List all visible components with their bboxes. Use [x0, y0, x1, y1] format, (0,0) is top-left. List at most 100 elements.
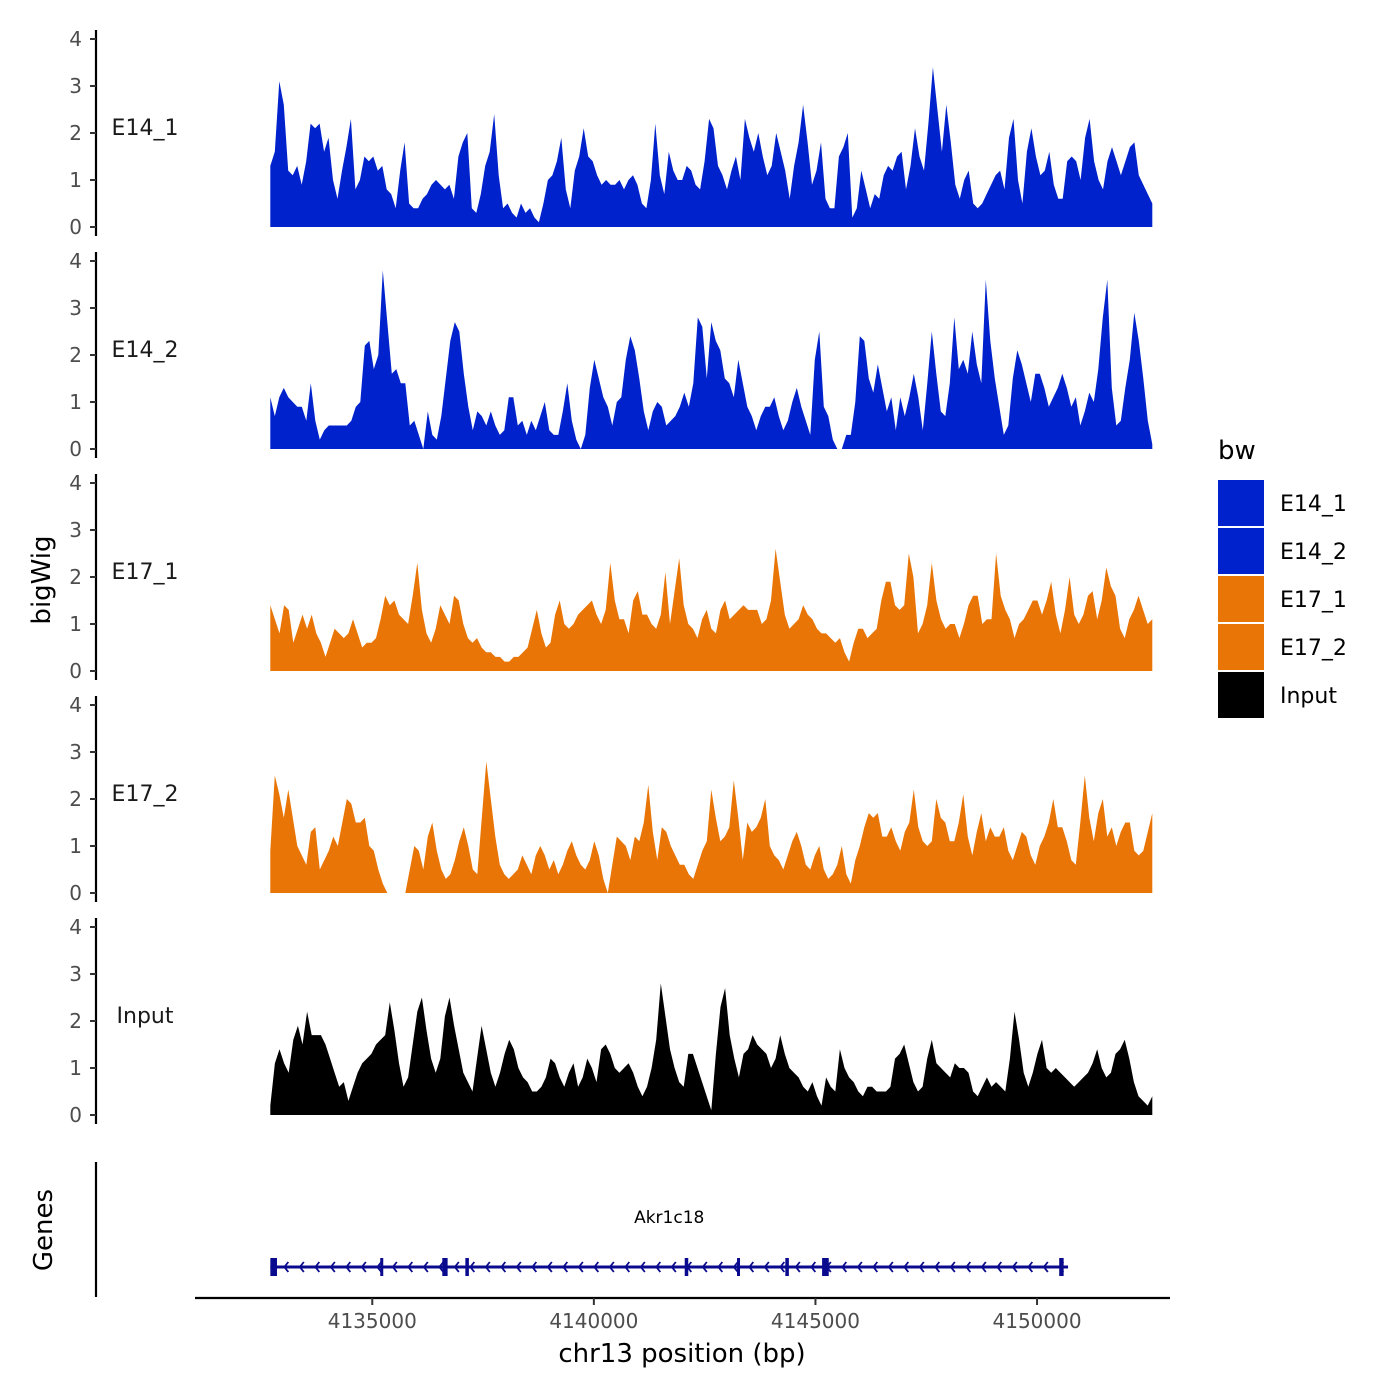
strand-arrow — [515, 1261, 522, 1273]
track-label: E17_1 — [112, 560, 179, 585]
strand-arrow — [903, 1261, 910, 1273]
x-tick-label: 4140000 — [549, 1309, 638, 1333]
strand-arrow — [593, 1261, 600, 1273]
strand-arrow — [639, 1261, 646, 1273]
y-tick-label: 2 — [69, 343, 82, 367]
strand-arrow — [887, 1261, 894, 1273]
strand-arrow — [732, 1261, 739, 1273]
y-tick-label: 3 — [69, 740, 82, 764]
exon — [465, 1258, 469, 1276]
coverage-area-e17-1 — [270, 548, 1153, 671]
strand-arrow — [298, 1261, 305, 1273]
y-tick-label: 1 — [69, 390, 82, 414]
track-e14-1: 0 1 2 3 4 E14_1 — [69, 27, 1153, 239]
legend-title: bw — [1218, 436, 1256, 466]
y-tick-label: 2 — [69, 787, 82, 811]
strand-arrow — [345, 1261, 352, 1273]
strand-arrow — [918, 1261, 925, 1273]
strand-arrow — [779, 1261, 786, 1273]
y-tick-label: 4 — [69, 27, 82, 51]
exon — [1059, 1258, 1064, 1276]
legend-swatch-input — [1218, 672, 1264, 718]
strand-arrow — [1042, 1261, 1049, 1273]
strand-arrow — [748, 1261, 755, 1273]
legend-label-e17-1: E17_1 — [1280, 588, 1347, 613]
strand-arrow — [965, 1261, 972, 1273]
strand-arrow — [360, 1261, 367, 1273]
y-tick-label: 4 — [69, 471, 82, 495]
strand-arrow — [283, 1261, 290, 1273]
legend-label-input: Input — [1280, 684, 1337, 709]
y-tick-label: 0 — [69, 659, 82, 683]
coverage-area-input — [270, 983, 1153, 1115]
track-e17-1: 0 1 2 3 4 E17_1 — [69, 471, 1153, 683]
y-tick-label: 0 — [69, 215, 82, 239]
x-tick-label: 4150000 — [993, 1309, 1082, 1333]
strand-arrow — [438, 1261, 445, 1273]
strand-arrow — [453, 1261, 460, 1273]
coverage-tracks: 0 1 2 3 4 E14_1 0 1 2 3 4 E14_2 0 1 2 3 4 E17_1 0 1 2 3 4 E17_2… — [69, 27, 1153, 1127]
legend-swatch-e17-1 — [1218, 576, 1264, 622]
y-tick-label: 3 — [69, 74, 82, 98]
genes-panel: Genes Akr1c18 — [29, 1162, 1069, 1297]
exon — [270, 1258, 277, 1276]
track-input: 0 1 2 3 4 Input — [69, 915, 1153, 1127]
gene-model — [270, 1258, 1069, 1276]
y-tick-label: 3 — [69, 518, 82, 542]
strand-arrow — [934, 1261, 941, 1273]
y-tick-label: 1 — [69, 612, 82, 636]
strand-arrow — [562, 1261, 569, 1273]
track-e17-2: 0 1 2 3 4 E17_2 — [69, 693, 1153, 905]
legend-swatch-e14-2 — [1218, 528, 1264, 574]
strand-arrow — [1011, 1261, 1018, 1273]
strand-arrow — [856, 1261, 863, 1273]
exon — [822, 1258, 829, 1276]
strand-arrow — [608, 1261, 615, 1273]
strand-arrow — [314, 1261, 321, 1273]
strand-arrow — [422, 1261, 429, 1273]
legend-label-e14-2: E14_2 — [1280, 540, 1347, 565]
y-tick-label: 0 — [69, 1103, 82, 1127]
exon — [684, 1258, 689, 1276]
track-label: E14_2 — [112, 338, 179, 363]
coverage-area-e14-2 — [270, 270, 1153, 449]
strand-arrow — [407, 1261, 414, 1273]
strand-arrow — [484, 1261, 491, 1273]
gene-name-label: Akr1c18 — [634, 1208, 704, 1228]
x-tick-label: 4145000 — [771, 1309, 860, 1333]
exon — [737, 1258, 741, 1276]
y-tick-label: 2 — [69, 121, 82, 145]
track-label: E14_1 — [112, 116, 179, 141]
y-tick-label: 2 — [69, 565, 82, 589]
exon — [785, 1258, 789, 1276]
y-tick-label: 2 — [69, 1009, 82, 1033]
strand-arrow — [500, 1261, 507, 1273]
strand-arrow — [329, 1261, 336, 1273]
strand-arrow — [391, 1261, 398, 1273]
legend-label-e17-2: E17_2 — [1280, 636, 1347, 661]
y-tick-label: 4 — [69, 915, 82, 939]
track-e14-2: 0 1 2 3 4 E14_2 — [69, 249, 1153, 461]
y-tick-label: 1 — [69, 1056, 82, 1080]
track-label: Input — [117, 1004, 174, 1029]
exon — [380, 1258, 384, 1276]
strand-arrow — [531, 1261, 538, 1273]
y-tick-label: 4 — [69, 693, 82, 717]
strand-arrow — [872, 1261, 879, 1273]
strand-arrow — [949, 1261, 956, 1273]
strand-arrow — [376, 1261, 383, 1273]
y-tick-label: 3 — [69, 962, 82, 986]
legend: bw E14_1 E14_2 E17_1 E17_2 Input — [1218, 436, 1347, 718]
y-tick-label: 0 — [69, 437, 82, 461]
legend-swatch-e14-1 — [1218, 480, 1264, 526]
genes-panel-title: Genes — [29, 1189, 59, 1271]
strand-arrow — [546, 1261, 553, 1273]
y-tick-label: 0 — [69, 881, 82, 905]
x-tick-label: 4135000 — [328, 1309, 417, 1333]
strand-arrow — [810, 1261, 817, 1273]
strand-arrow — [577, 1261, 584, 1273]
y-tick-label: 4 — [69, 249, 82, 273]
strand-arrow — [1027, 1261, 1034, 1273]
x-axis: 4135000 4140000 4145000 4150000 — [195, 1296, 1170, 1333]
